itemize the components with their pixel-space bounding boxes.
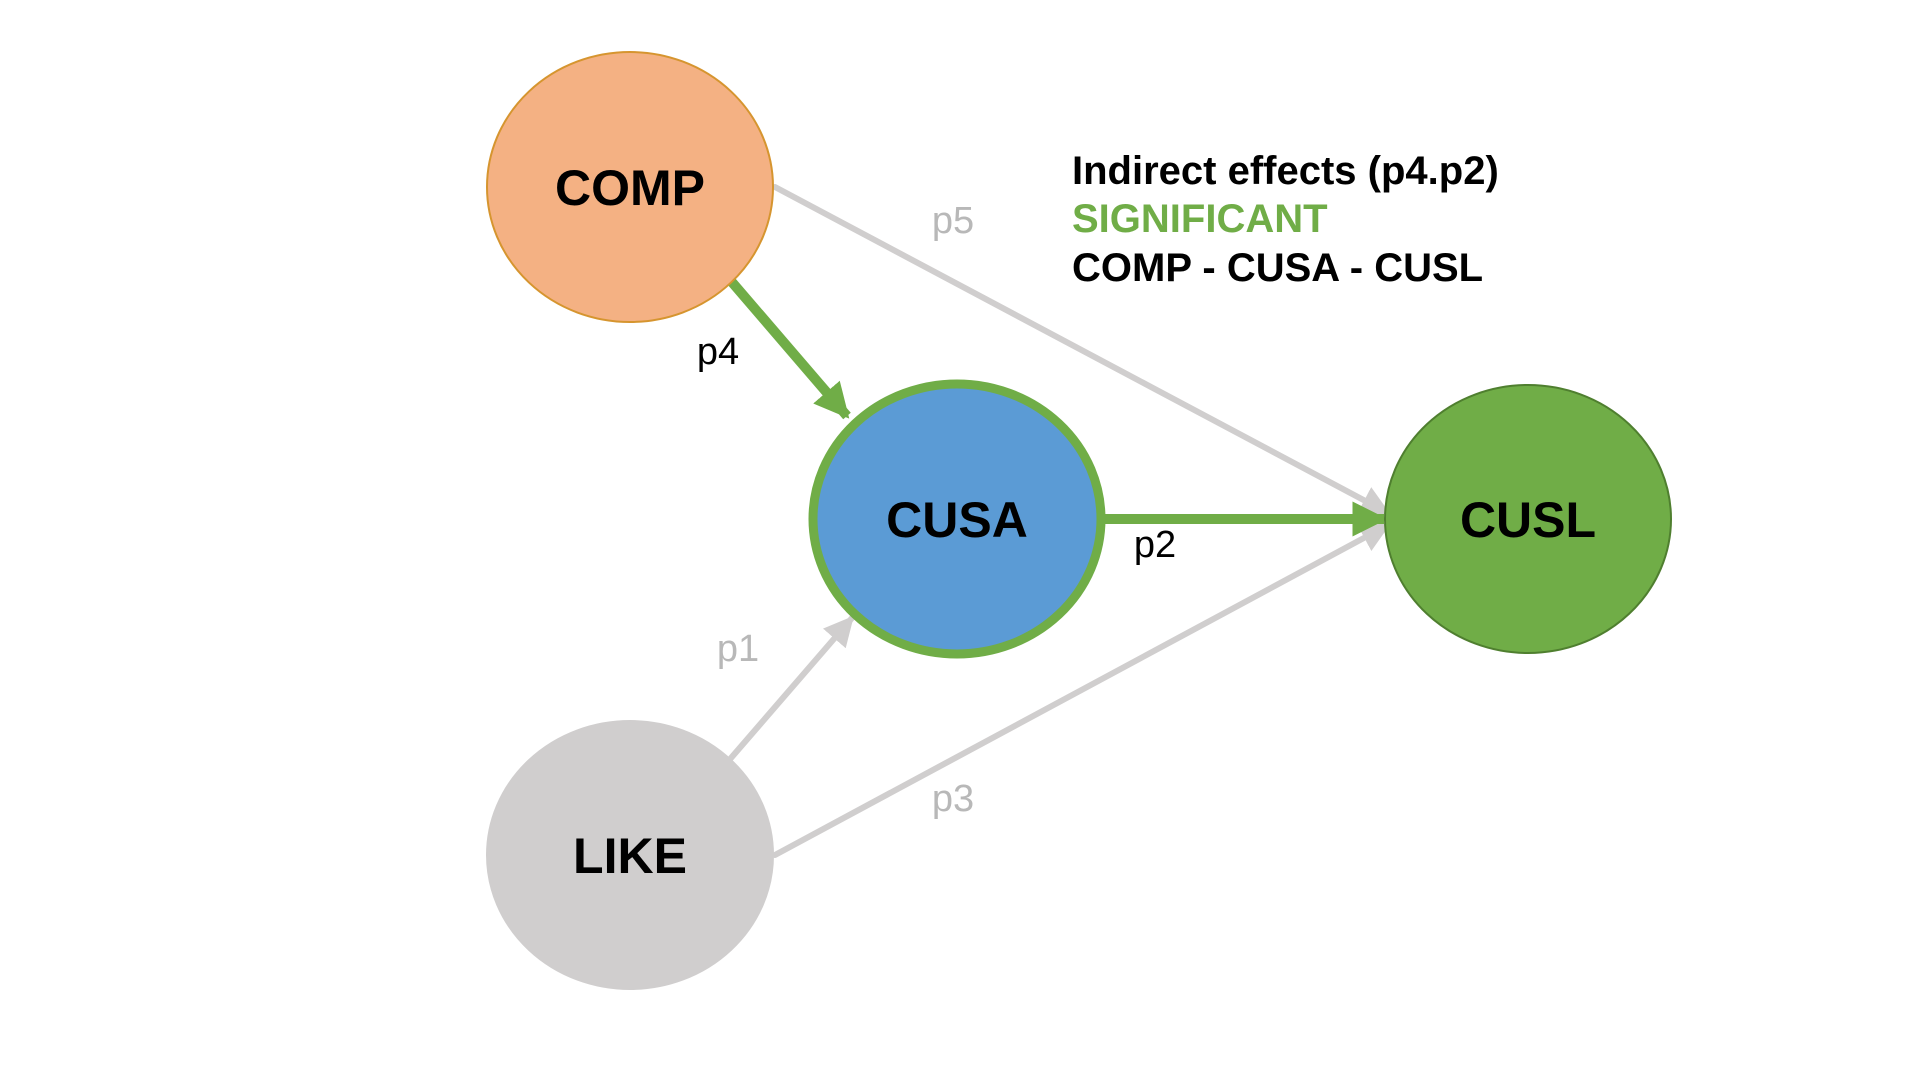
edge-label-p1: p1 (717, 628, 759, 670)
edge-p3-arrow (772, 522, 1391, 858)
node-like: LIKE (486, 720, 774, 990)
edge-p5-arrow (772, 184, 1391, 516)
edge-label-p5: p5 (932, 200, 974, 242)
node-cusl-shape (1384, 384, 1672, 654)
caption-significance: SIGNIFICANT (1072, 197, 1328, 241)
caption-title: Indirect effects (p4.p2) (1072, 149, 1499, 193)
caption-path: COMP - CUSA - CUSL (1072, 246, 1483, 290)
node-cusl: CUSL (1384, 384, 1672, 654)
node-like-label: LIKE (573, 828, 687, 884)
node-comp-label: COMP (555, 160, 705, 216)
node-cusa-label: CUSA (886, 492, 1028, 548)
node-like-shape (486, 720, 774, 990)
edge-p4-arrow (727, 277, 851, 420)
edge-label-p2: p2 (1134, 524, 1176, 566)
edge-p1-arrow (728, 615, 855, 761)
edge-label-p3: p3 (932, 778, 974, 820)
node-comp: COMP (486, 51, 774, 323)
node-cusa: CUSA (808, 379, 1106, 659)
indirect-effects-caption: Indirect effects (p4.p2) SIGNIFICANT COM… (1072, 149, 1499, 290)
node-comp-shape (486, 51, 774, 323)
edge-label-p4: p4 (697, 331, 739, 373)
node-cusl-label: CUSL (1460, 492, 1596, 548)
node-cusa-shape (808, 379, 1106, 659)
